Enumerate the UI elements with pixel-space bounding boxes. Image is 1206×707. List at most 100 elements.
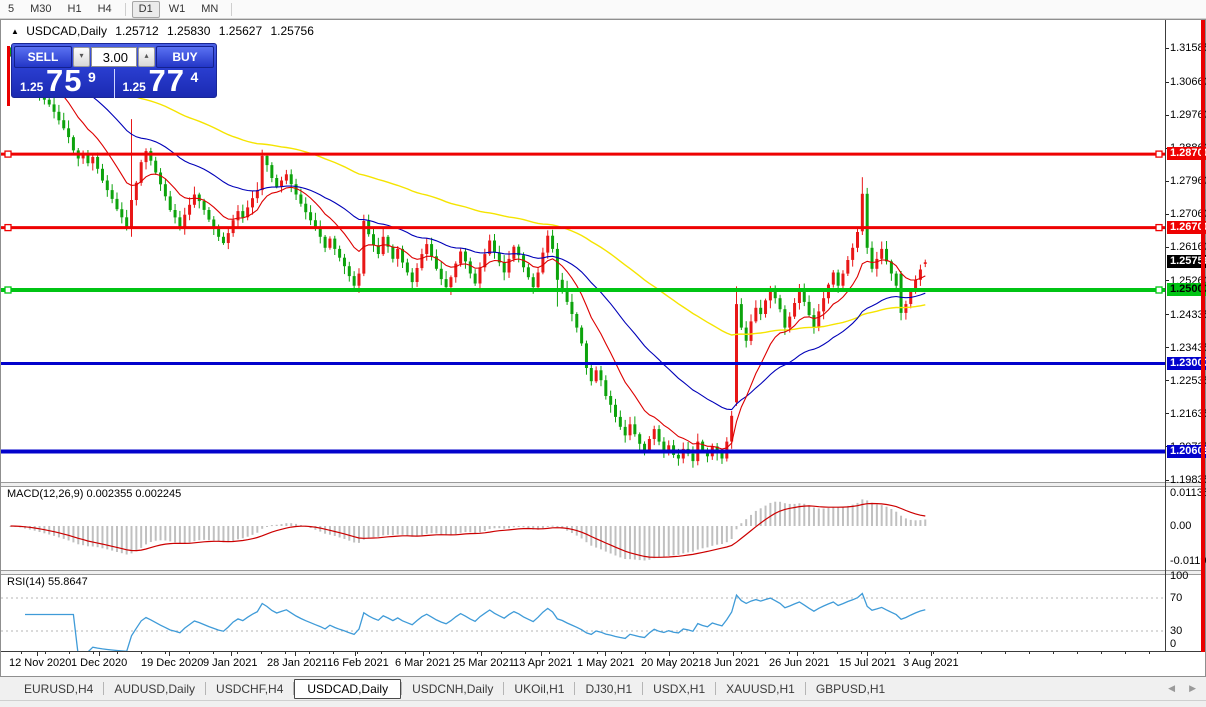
tab-ukoil-h1[interactable]: UKOil,H1	[514, 681, 565, 696]
price-tick-mark	[1166, 47, 1169, 49]
volume-input[interactable]	[91, 47, 137, 67]
status-strip	[0, 700, 1206, 707]
pane-splitter-main-macd[interactable]	[1, 482, 1205, 487]
date-minor-tick	[141, 652, 142, 654]
macd-label: MACD(12,26,9) 0.002355 0.002245	[7, 488, 182, 500]
hline-price-label: 1.28700	[1167, 147, 1206, 161]
price-tick-mark	[1166, 479, 1169, 481]
date-axis-border	[1, 651, 1205, 652]
bid-price-pip: 9	[88, 69, 96, 85]
tab-separator	[804, 682, 806, 695]
date-minor-tick	[117, 652, 118, 654]
date-minor-tick	[669, 652, 670, 654]
date-minor-tick	[189, 652, 190, 654]
tab-separator	[715, 682, 717, 695]
rsi-axis-label: 30	[1170, 625, 1183, 637]
price-tick-mark	[1166, 114, 1169, 116]
tab-usdcnh-daily[interactable]: USDCNH,Daily	[412, 681, 494, 696]
date-minor-tick	[813, 652, 814, 654]
ask-price-pip: 4	[190, 69, 199, 85]
date-tick-label: 1 Dec 2020	[71, 657, 128, 669]
rsi-axis-label: 100	[1170, 570, 1189, 582]
date-minor-tick	[453, 652, 454, 654]
sell-button[interactable]: SELL	[14, 46, 72, 68]
date-minor-tick	[1101, 652, 1102, 654]
price-tick-label: 1.24335	[1170, 308, 1206, 321]
date-minor-tick	[309, 652, 310, 654]
date-minor-tick	[237, 652, 238, 654]
date-minor-tick	[405, 652, 406, 654]
volume-decrease-button[interactable]: ▾	[73, 47, 90, 67]
hline-price-label: 1.26700	[1167, 220, 1206, 234]
price-tick-label: 1.30660	[1170, 76, 1206, 88]
timeframe-button-h4[interactable]: H4	[97, 2, 112, 15]
tab-eurusd-h4[interactable]: EURUSD,H4	[24, 681, 94, 696]
bid-price[interactable]: 1.25 75 9	[12, 69, 115, 98]
rsi-axis-label: 0	[1170, 638, 1177, 650]
tab-dj30-h1[interactable]: DJ30,H1	[585, 681, 633, 696]
ohlc-close: 1.25756	[270, 24, 314, 38]
volume-increase-button[interactable]: ▴	[138, 47, 155, 67]
ohlc-high: 1.25830	[167, 24, 211, 38]
ohlc-low: 1.25627	[218, 24, 263, 38]
tab-audusd-daily[interactable]: AUDUSD,Daily	[114, 681, 196, 696]
timeframe-button-h1[interactable]: H1	[67, 2, 82, 15]
rsi-canvas[interactable]	[1, 573, 1165, 651]
tab-usdchf-h4[interactable]: USDCHF,H4	[216, 681, 284, 696]
collapse-arrow-icon[interactable]: ▲	[11, 27, 19, 36]
tab-usdx-h1[interactable]: USDX,H1	[653, 681, 706, 696]
toolbar-separator	[124, 2, 126, 16]
date-minor-tick	[213, 652, 214, 654]
tabs-scroll-right-button[interactable]: ▶	[1189, 683, 1196, 693]
bid-price-big: 75	[46, 69, 83, 98]
rsi-axis-label: 70	[1170, 592, 1183, 604]
buy-button[interactable]: BUY	[156, 46, 214, 68]
price-tick-mark	[1166, 413, 1169, 415]
date-axis[interactable]: 12 Nov 2020 1 Dec 2020 19 Dec 2020 9 Jan 20…	[1, 652, 1165, 676]
tab-usdcad-daily[interactable]: USDCAD,Daily	[294, 678, 402, 699]
macd-canvas[interactable]	[1, 485, 1165, 570]
tabs-scroll-left-button[interactable]: ◀	[1168, 683, 1176, 693]
timeframe-button-mn[interactable]: MN	[201, 2, 219, 15]
ask-price[interactable]: 1.25 77 4	[115, 69, 217, 98]
date-tick-label: 13 Apr 2021	[513, 657, 573, 669]
macd-axis-label: -0.01190	[1170, 554, 1206, 567]
hline-price-label: 1.25003	[1167, 282, 1206, 296]
pane-splitter-macd-rsi[interactable]	[1, 570, 1205, 575]
price-tick-label: 1.29760	[1170, 109, 1206, 122]
tab-separator	[293, 682, 295, 695]
timeframe-button-w1[interactable]: W1	[168, 2, 186, 15]
date-minor-tick	[429, 652, 430, 654]
price-tick-mark	[1166, 280, 1169, 282]
date-minor-tick	[837, 652, 838, 654]
date-tick-mark	[867, 652, 868, 656]
tab-xauusd-h1[interactable]: XAUUSD,H1	[726, 681, 795, 696]
hline-price-label: 1.20609	[1167, 444, 1206, 458]
date-tick-mark	[169, 652, 170, 656]
chart-title: ▲ USDCAD,Daily 1.25712 1.25830 1.25627 1…	[11, 24, 319, 38]
price-axis[interactable]: 1.315851.306601.297601.288601.279601.270…	[1166, 20, 1206, 677]
date-minor-tick	[957, 652, 958, 654]
price-tick-mark	[1166, 314, 1169, 316]
price-tick-label: 1.27060	[1170, 208, 1206, 221]
rsi-label: RSI(14) 55.8647	[7, 576, 88, 588]
date-tick-label: 25 Mar 2021	[453, 657, 515, 669]
ask-price-big: 77	[148, 69, 185, 98]
date-minor-tick	[1149, 652, 1150, 654]
date-minor-tick	[357, 652, 358, 654]
bid-price-prefix: 1.25	[20, 80, 44, 94]
date-minor-tick	[981, 652, 982, 654]
date-minor-tick	[93, 652, 94, 654]
date-tick-mark	[295, 652, 296, 656]
date-minor-tick	[549, 652, 550, 654]
red-marker-segment	[7, 46, 10, 106]
timeframe-button-5[interactable]: 5	[8, 2, 15, 15]
date-minor-tick	[693, 652, 694, 654]
tab-gbpusd-h1[interactable]: GBPUSD,H1	[815, 681, 886, 696]
date-tick-mark	[541, 652, 542, 656]
timeframe-button-m30[interactable]: M30	[30, 2, 52, 15]
timeframe-button-d1[interactable]: D1	[131, 0, 160, 18]
price-tick-label: 1.19835	[1170, 474, 1206, 486]
price-chart-canvas[interactable]	[1, 20, 1165, 483]
macd-axis-label: 0.00	[1170, 520, 1192, 532]
